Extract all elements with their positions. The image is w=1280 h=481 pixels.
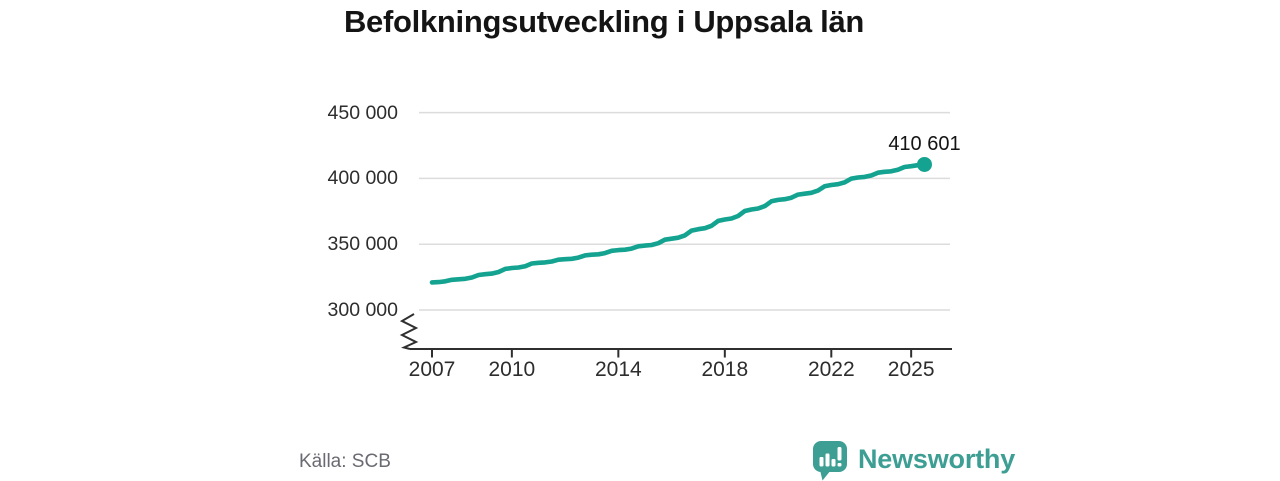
axis-break-icon — [399, 313, 419, 350]
newsworthy-logo-text: Newsworthy — [858, 444, 1016, 474]
y-tick-label: 450 000 — [327, 101, 399, 124]
x-tick-label: 2007 — [408, 358, 456, 381]
last-value-label: 410 601 — [888, 133, 961, 156]
x-tick-label: 2010 — [488, 358, 536, 381]
chart-title: Befolkningsutveckling i Uppsala län — [343, 4, 865, 39]
source-attribution: Källa: SCB — [299, 451, 391, 472]
end-point-marker — [916, 156, 932, 172]
x-tick-label: 2014 — [594, 358, 642, 381]
x-tick-label: 2025 — [887, 358, 935, 381]
x-tick-label: 2018 — [701, 358, 749, 381]
y-tick-label: 350 000 — [327, 233, 399, 256]
newsworthy-logo: Newsworthy — [810, 440, 1015, 481]
y-tick-label: 300 000 — [327, 299, 399, 321]
speech-bubble-bar-chart-icon — [813, 441, 847, 481]
x-tick-label: 2022 — [807, 358, 855, 381]
population-line — [429, 162, 927, 285]
y-tick-label: 400 000 — [327, 167, 399, 190]
